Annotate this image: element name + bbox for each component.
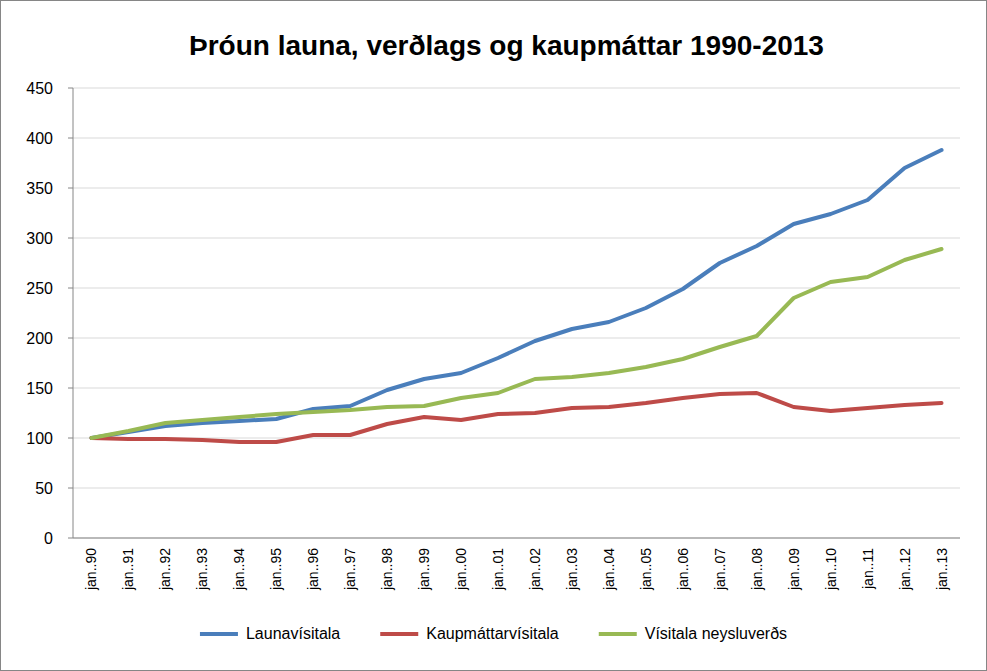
y-tick-label: 400 — [26, 130, 53, 147]
x-tick-label: jan..02 — [527, 548, 543, 591]
x-tick-label: jan..11 — [860, 548, 876, 590]
x-tick-label: jan..91 — [120, 548, 136, 591]
chart-frame — [1, 1, 987, 671]
x-tick-label: jan..10 — [823, 548, 839, 591]
grid-line — [73, 238, 960, 239]
y-tick-label: 350 — [26, 180, 53, 197]
y-tick — [68, 288, 73, 289]
x-tick-label: jan..13 — [934, 548, 950, 591]
y-tick-label: 150 — [26, 380, 53, 397]
y-tick — [68, 88, 73, 89]
y-tick — [68, 138, 73, 139]
legend-label: Launavísitala — [246, 625, 340, 642]
grid-line — [73, 88, 960, 89]
x-tick-label: jan..94 — [231, 548, 247, 591]
legend-label: Vísitala neysluverðs — [645, 625, 787, 642]
y-tick-label: 300 — [26, 230, 53, 247]
x-tick-label: jan..99 — [416, 548, 432, 591]
y-tick-label: 450 — [26, 80, 53, 97]
legend-swatch — [599, 632, 637, 636]
grid-line — [73, 288, 960, 289]
legend-label: Kaupmáttarvísitala — [426, 625, 559, 642]
legend-swatch — [200, 632, 238, 636]
x-tick-label: jan..97 — [342, 548, 358, 591]
x-tick-label: jan..08 — [749, 548, 765, 591]
x-tick-label: jan..96 — [305, 548, 321, 591]
x-tick-label: jan..93 — [194, 548, 210, 591]
legend-swatch — [380, 632, 418, 636]
y-tick — [68, 188, 73, 189]
y-tick-label: 50 — [35, 480, 53, 497]
y-tick — [68, 538, 73, 539]
y-tick-label: 200 — [26, 330, 53, 347]
x-tick-label: jan..90 — [83, 548, 99, 591]
series-line — [91, 150, 941, 438]
y-tick-label: 250 — [26, 280, 53, 297]
x-tick-label: jan..06 — [675, 548, 691, 591]
y-tick — [68, 338, 73, 339]
grid-line — [73, 488, 960, 489]
grid-line — [73, 188, 960, 189]
y-tick — [68, 388, 73, 389]
x-tick-label: jan..98 — [379, 548, 395, 591]
grid-line — [73, 138, 960, 139]
x-tick-label: jan..95 — [268, 548, 284, 591]
x-tick-label: jan..07 — [712, 548, 728, 591]
y-tick — [68, 438, 73, 439]
x-tick-label: jan..03 — [564, 548, 580, 591]
y-tick-label: 0 — [44, 530, 53, 547]
legend: Launavísitala Kaupmáttarvísitala Vísitala … — [200, 625, 787, 642]
series-line — [91, 249, 941, 438]
y-axis — [73, 88, 74, 538]
x-tick-label: jan..04 — [601, 548, 617, 591]
grid-line — [73, 538, 960, 539]
x-axis — [73, 538, 960, 539]
grid-line — [73, 338, 960, 339]
y-tick-label: 100 — [26, 430, 53, 447]
y-tick — [68, 488, 73, 489]
x-tick-label: jan..05 — [638, 548, 654, 591]
plot-area — [91, 150, 941, 442]
x-tick-label: jan..92 — [157, 548, 173, 591]
chart: Þróun launa, verðlags og kaupmáttar 1990… — [0, 0, 987, 671]
x-tick-label: jan..12 — [897, 548, 913, 591]
x-tick-label: jan..09 — [786, 548, 802, 591]
title: Þróun launa, verðlags og kaupmáttar 1990… — [189, 30, 824, 61]
x-tick-label: jan..01 — [490, 548, 506, 591]
y-tick — [68, 238, 73, 239]
x-tick-label: jan..00 — [453, 548, 469, 591]
